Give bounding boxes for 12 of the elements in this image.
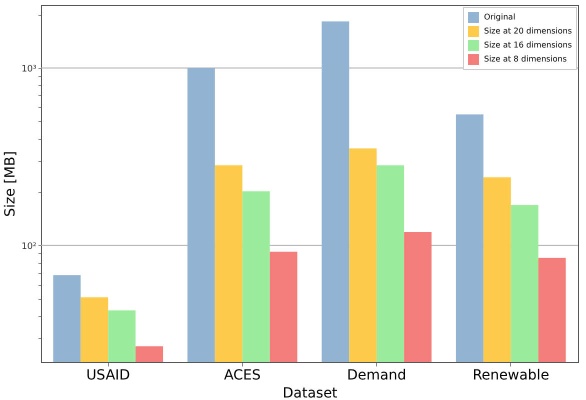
x-axis-title: Dataset (282, 386, 338, 400)
legend-label: Size at 8 dimensions (484, 54, 567, 64)
x-tick-label: Renewable (472, 368, 550, 384)
legend-label: Size at 16 dimensions (484, 40, 572, 50)
x-tick-label: ACES (224, 368, 261, 384)
y-tick-label: 10³ (21, 64, 37, 74)
legend-label: Original (484, 12, 516, 22)
x-tick-label: USAID (86, 368, 130, 384)
legend-label: Size at 20 dimensions (484, 26, 572, 36)
x-tick-label: Demand (346, 368, 406, 384)
y-tick-label: 10² (21, 242, 37, 252)
y-axis-title: Size [MB] (2, 151, 18, 217)
